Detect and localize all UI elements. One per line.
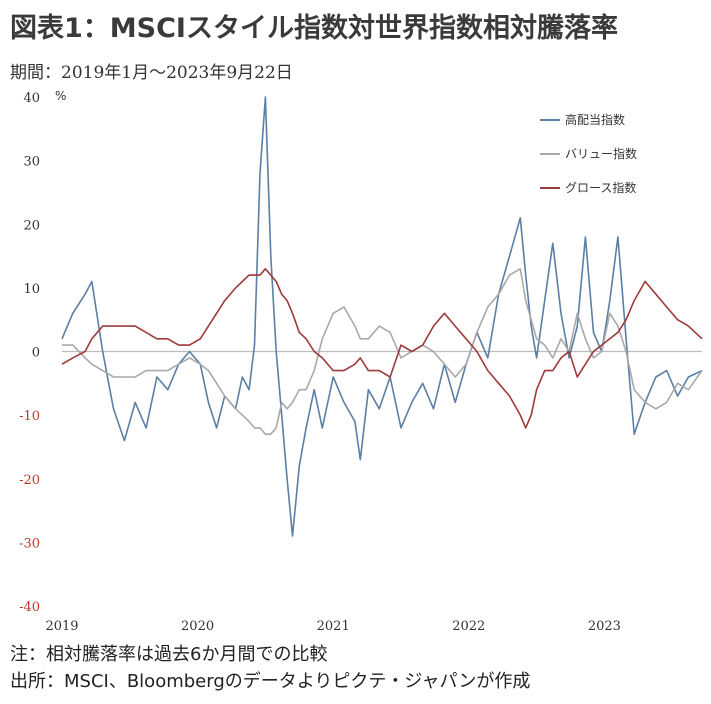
x-axis-ticks: 2019 2020 2021 2022 2023 — [45, 619, 620, 634]
x-tick-label: 2022 — [452, 619, 485, 634]
legend-label: バリュー指数 — [565, 146, 637, 161]
x-tick-label: 2023 — [588, 619, 621, 634]
x-tick-label: 2021 — [317, 619, 350, 634]
y-axis-ticks: 40 30 20 10 0 -10 -20 -30 -40 — [19, 91, 40, 615]
note-source: 出所：MSCI、Bloombergのデータよりピクテ・ジャパンが作成 — [10, 671, 531, 692]
y-tick-label: -10 — [19, 409, 40, 424]
chart-title: 図表1：MSCIスタイル指数対世界指数相対騰落率 — [10, 13, 618, 44]
series-lines — [61, 96, 703, 537]
y-tick-label: 10 — [23, 282, 40, 297]
y-tick-label: 30 — [23, 155, 40, 170]
y-tick-label: -20 — [19, 473, 40, 488]
y-tick-label: 20 — [23, 218, 40, 233]
series-line-1 — [62, 267, 703, 436]
series-line-2 — [61, 267, 703, 429]
y-tick-label: -40 — [19, 600, 40, 615]
period-subtitle: 期間：2019年1月～2023年9月22日 — [10, 63, 293, 83]
note-comparison: 注：相対騰落率は過去6か月間での比較 — [10, 644, 328, 665]
series-line-0 — [61, 96, 703, 537]
y-tick-label: 40 — [23, 91, 40, 106]
legend-label: グロース指数 — [565, 180, 636, 195]
y-tick-label: 0 — [32, 346, 40, 361]
legend-label: 高配当指数 — [565, 112, 625, 127]
x-tick-label: 2020 — [181, 619, 214, 634]
y-tick-label: -30 — [19, 536, 40, 551]
unit-label: % — [55, 89, 67, 103]
x-tick-label: 2019 — [45, 619, 78, 634]
